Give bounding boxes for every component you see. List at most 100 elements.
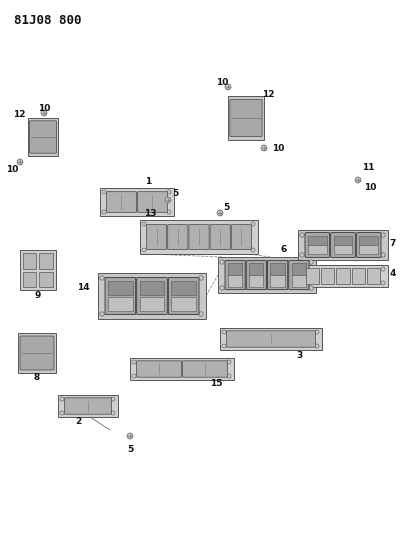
Bar — [139, 297, 164, 311]
Circle shape — [216, 210, 222, 216]
FancyBboxPatch shape — [29, 121, 56, 153]
Bar — [39, 253, 53, 269]
FancyBboxPatch shape — [182, 361, 227, 377]
Circle shape — [222, 344, 226, 348]
Bar — [228, 275, 242, 287]
Circle shape — [354, 177, 360, 183]
Bar — [333, 245, 352, 254]
Bar — [28, 118, 58, 156]
Bar — [307, 245, 326, 254]
Circle shape — [100, 276, 104, 280]
Bar — [270, 275, 284, 287]
FancyBboxPatch shape — [105, 278, 135, 314]
Text: 10: 10 — [215, 77, 228, 86]
Bar — [249, 263, 263, 275]
Circle shape — [299, 267, 303, 271]
FancyBboxPatch shape — [288, 260, 308, 289]
Text: 10: 10 — [363, 182, 375, 191]
Bar — [140, 220, 257, 254]
Circle shape — [102, 190, 106, 194]
Text: 10: 10 — [6, 166, 18, 174]
FancyBboxPatch shape — [167, 224, 188, 249]
Text: 6: 6 — [280, 246, 286, 254]
Bar — [139, 280, 164, 295]
FancyBboxPatch shape — [137, 192, 167, 212]
Text: 13: 13 — [143, 209, 156, 219]
Circle shape — [166, 210, 171, 214]
Text: 2: 2 — [75, 417, 81, 426]
Bar — [23, 253, 36, 269]
Circle shape — [198, 312, 202, 316]
FancyBboxPatch shape — [168, 278, 198, 314]
Bar — [171, 297, 196, 311]
Text: 5: 5 — [222, 203, 228, 212]
Text: 81J08 800: 81J08 800 — [14, 14, 81, 27]
Bar — [228, 96, 263, 140]
Bar — [358, 245, 377, 254]
Circle shape — [166, 190, 171, 194]
Bar — [100, 188, 174, 216]
Circle shape — [226, 360, 230, 364]
Circle shape — [380, 281, 384, 285]
FancyBboxPatch shape — [209, 224, 230, 249]
Bar — [58, 395, 118, 417]
FancyBboxPatch shape — [188, 224, 209, 249]
Text: 1: 1 — [145, 177, 151, 187]
FancyBboxPatch shape — [330, 232, 354, 257]
Circle shape — [308, 260, 312, 264]
Circle shape — [111, 411, 115, 415]
Circle shape — [142, 248, 146, 252]
FancyBboxPatch shape — [229, 99, 262, 136]
Text: 9: 9 — [35, 292, 41, 301]
Text: 8: 8 — [34, 374, 40, 383]
Circle shape — [222, 330, 226, 334]
Bar — [23, 271, 36, 287]
Bar — [297, 265, 387, 287]
FancyBboxPatch shape — [106, 192, 136, 212]
Bar — [171, 280, 196, 295]
FancyBboxPatch shape — [246, 260, 266, 289]
Bar — [305, 268, 318, 284]
Text: 11: 11 — [361, 164, 373, 173]
Circle shape — [299, 253, 303, 257]
Circle shape — [219, 260, 224, 264]
Circle shape — [102, 210, 106, 214]
Circle shape — [219, 286, 224, 290]
Circle shape — [132, 360, 136, 364]
Bar — [307, 236, 326, 245]
Circle shape — [60, 411, 64, 415]
Text: 12: 12 — [13, 109, 25, 118]
Bar — [108, 297, 132, 311]
Circle shape — [380, 267, 384, 271]
FancyBboxPatch shape — [20, 336, 54, 370]
Circle shape — [127, 433, 133, 439]
FancyBboxPatch shape — [136, 361, 181, 377]
Circle shape — [260, 145, 266, 151]
Bar — [217, 257, 315, 293]
Circle shape — [41, 110, 47, 116]
Circle shape — [250, 248, 254, 252]
Bar — [320, 268, 334, 284]
Circle shape — [308, 286, 312, 290]
Bar — [297, 230, 387, 260]
Text: 14: 14 — [77, 282, 89, 292]
Text: 10: 10 — [271, 143, 283, 152]
FancyBboxPatch shape — [304, 232, 329, 257]
Text: 3: 3 — [296, 351, 303, 360]
Circle shape — [142, 222, 146, 226]
Text: 4: 4 — [389, 269, 395, 278]
Circle shape — [60, 397, 64, 401]
Bar — [20, 250, 56, 290]
FancyBboxPatch shape — [231, 224, 251, 249]
Bar — [98, 273, 205, 319]
Bar — [108, 280, 132, 295]
Circle shape — [17, 159, 23, 165]
Circle shape — [314, 330, 318, 334]
Bar — [336, 268, 349, 284]
Circle shape — [250, 222, 254, 226]
Circle shape — [100, 312, 104, 316]
Bar — [333, 236, 352, 245]
FancyBboxPatch shape — [64, 398, 111, 414]
Circle shape — [314, 344, 318, 348]
Bar — [220, 328, 321, 350]
